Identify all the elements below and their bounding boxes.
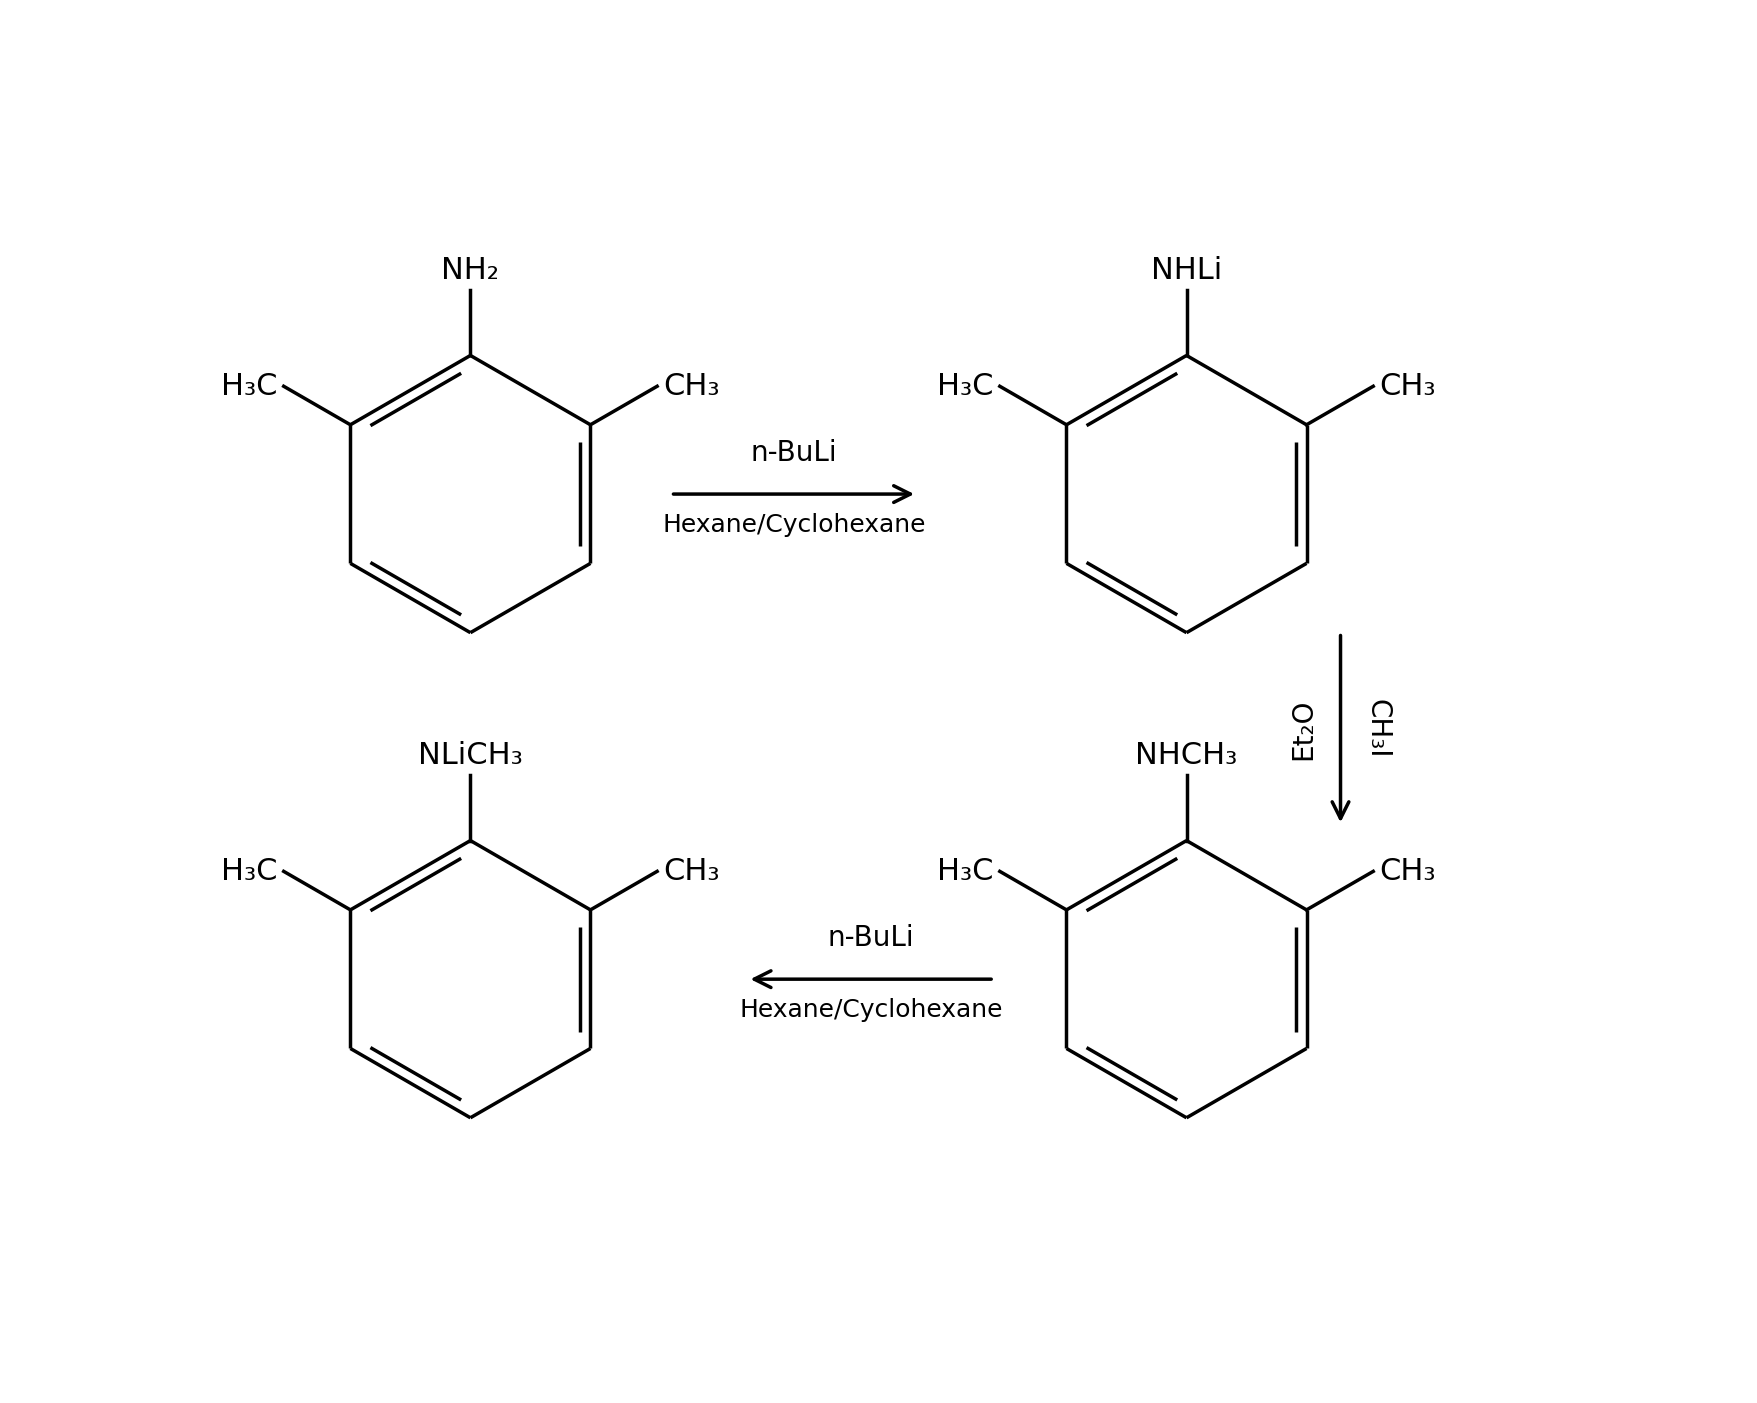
Text: CH₃: CH₃ <box>664 857 720 885</box>
Text: Hexane/Cyclohexane: Hexane/Cyclohexane <box>662 513 926 537</box>
Text: Hexane/Cyclohexane: Hexane/Cyclohexane <box>740 999 1003 1023</box>
Text: NH₂: NH₂ <box>441 257 499 285</box>
Text: H₃C: H₃C <box>936 372 994 401</box>
Text: CH₃: CH₃ <box>664 372 720 401</box>
Text: NHCH₃: NHCH₃ <box>1135 742 1237 770</box>
Text: CH₃I: CH₃I <box>1363 699 1392 759</box>
Text: H₃C: H₃C <box>221 857 278 885</box>
Text: NLiCH₃: NLiCH₃ <box>418 742 524 770</box>
Text: H₃C: H₃C <box>936 857 994 885</box>
Text: n-BuLi: n-BuLi <box>750 439 836 467</box>
Text: CH₃: CH₃ <box>1379 372 1435 401</box>
Text: NHLi: NHLi <box>1151 257 1223 285</box>
Text: H₃C: H₃C <box>221 372 278 401</box>
Text: Et₂O: Et₂O <box>1290 699 1318 759</box>
Text: n-BuLi: n-BuLi <box>828 925 914 953</box>
Text: CH₃: CH₃ <box>1379 857 1435 885</box>
